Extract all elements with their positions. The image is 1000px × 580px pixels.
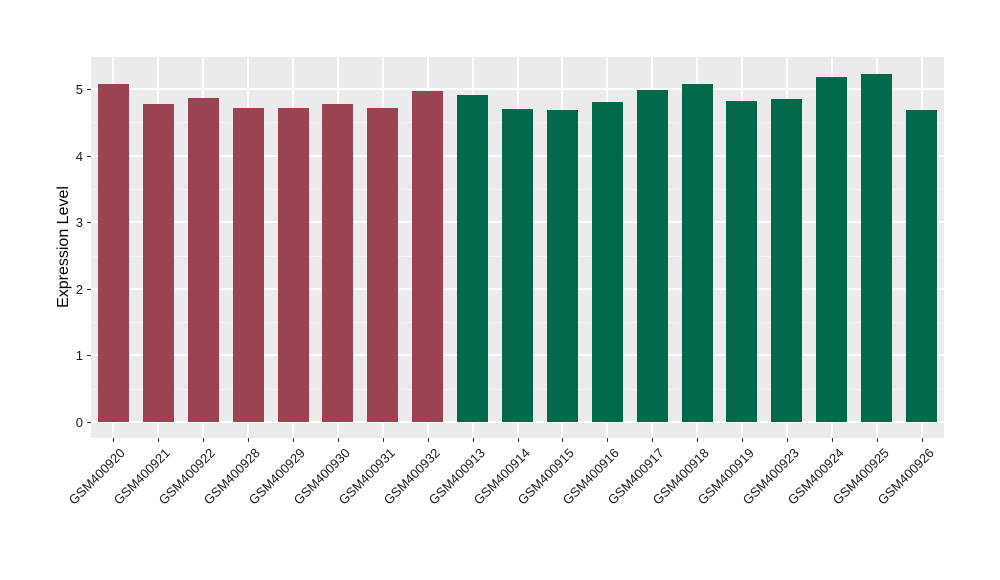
y-tick-label: 2 (75, 281, 83, 297)
bar-GSM400919 (726, 100, 758, 422)
bar-GSM400915 (546, 110, 578, 422)
bar-GSM400929 (277, 107, 309, 422)
y-tick-label: 3 (75, 215, 83, 231)
bar-GSM400918 (681, 84, 713, 422)
y-tick-label: 5 (75, 82, 83, 97)
x-tick-mark (248, 438, 250, 442)
x-tick-mark (158, 438, 160, 442)
y-tick-mark (87, 288, 91, 290)
x-tick-mark (382, 438, 384, 442)
y-tick-mark (87, 355, 91, 357)
bar-GSM400917 (636, 90, 668, 422)
x-tick-mark (203, 438, 205, 442)
bar-GSM400931 (367, 108, 399, 422)
bar-GSM400916 (591, 102, 623, 422)
x-tick-mark (876, 438, 878, 442)
x-tick-mark (517, 438, 519, 442)
y-tick-mark (87, 89, 91, 90)
x-tick-mark (786, 438, 788, 442)
bar-GSM400913 (457, 94, 489, 422)
y-tick-label: 0 (75, 415, 83, 430)
x-tick-mark (337, 438, 339, 442)
bar-GSM400922 (187, 98, 219, 422)
x-tick-mark (293, 438, 295, 442)
bar-GSM400925 (861, 73, 893, 422)
bar-GSM400926 (906, 110, 938, 422)
x-tick-mark (741, 438, 743, 442)
y-tick-label: 1 (75, 348, 83, 364)
x-tick-mark (652, 438, 654, 442)
plot-panel (91, 57, 944, 438)
x-tick-mark (472, 438, 474, 442)
x-tick-mark (562, 438, 564, 442)
x-tick-mark (921, 438, 923, 442)
y-tick-label: 4 (75, 148, 83, 164)
x-tick-mark (427, 438, 429, 442)
y-tick-mark (87, 222, 91, 224)
y-tick-mark (87, 422, 91, 423)
bar-GSM400930 (322, 103, 354, 422)
x-tick-mark (697, 438, 699, 442)
bar-GSM400928 (232, 108, 264, 422)
bar-GSM400923 (771, 98, 803, 422)
bar-GSM400920 (97, 84, 129, 422)
x-tick-mark (607, 438, 609, 442)
bar-GSM400921 (142, 103, 174, 422)
y-tick-mark (87, 155, 91, 157)
bar-GSM400924 (816, 77, 848, 422)
bar-GSM400914 (502, 108, 533, 422)
bar-GSM400932 (412, 90, 444, 422)
x-tick-mark (113, 438, 115, 442)
x-tick-mark (831, 438, 833, 442)
